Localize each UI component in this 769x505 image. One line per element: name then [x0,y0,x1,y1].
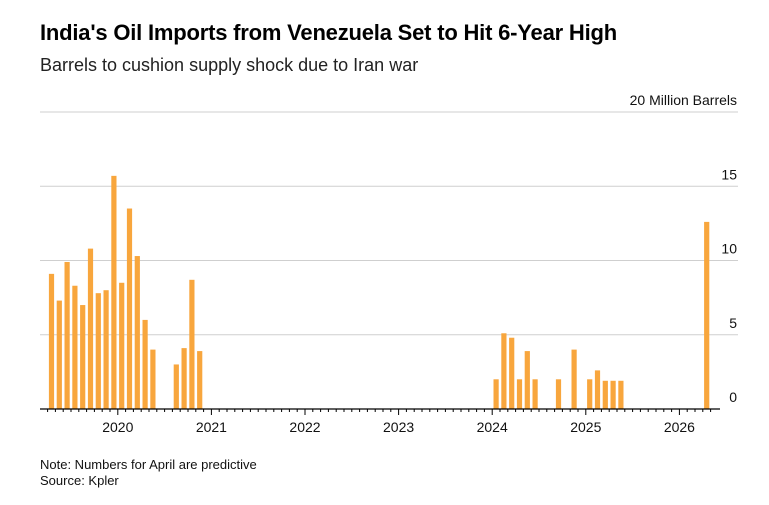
bar-2024-02 [501,333,507,409]
bar-2020-04 [142,319,148,409]
x-tick-label: 2026 [664,419,695,435]
bar-2024-01 [493,379,499,409]
bar-2024-09 [555,379,562,409]
bar-2020-03 [134,256,140,409]
y-tick-label: 20 Million Barrels [630,92,737,108]
bar-2020-11 [197,351,203,409]
bar-2020-01 [119,282,125,409]
bar-2025-05 [618,380,624,409]
bar-chart: 2020 2021 2022 2023 2024 2025 2026 0 5 10 15 20 Mi… [40,92,738,435]
y-axis-labels: 0 5 10 15 20 Million Barrels [630,92,738,405]
y-tick-label: 15 [721,166,737,182]
bar-2019-08 [80,305,86,409]
bar-2019-11 [103,290,109,409]
chart-subtitle: Barrels to cushion supply shock due to I… [40,55,419,75]
bar-2020-05 [150,349,156,409]
footnote: Note: Numbers for April are predictive [40,457,257,472]
bar-2026-04 [704,221,710,409]
bar-2020-09 [181,348,187,409]
bar-2019-06 [64,261,70,409]
bar-series [48,175,710,409]
bar-2019-05 [56,300,62,409]
x-tick-label: 2025 [570,419,601,435]
bar-2024-03 [509,337,515,409]
bar-2024-06 [532,379,538,409]
y-tick-label: 5 [729,315,737,331]
bar-2019-12 [111,175,117,409]
bar-2025-02 [594,370,601,409]
bar-2025-01 [587,379,593,409]
bar-2019-10 [95,293,101,409]
x-tick-label: 2024 [477,419,508,435]
bar-2025-03 [602,380,608,409]
bar-2020-02 [126,208,133,409]
x-tick-label: 2020 [102,419,133,435]
footer: Note: Numbers for April are predictive S… [40,457,257,489]
bar-2019-09 [87,248,94,409]
chart-title: India's Oil Imports from Venezuela Set t… [40,20,617,45]
gridlines [40,111,738,336]
bar-2020-10 [189,279,195,409]
source-note: Source: Kpler [40,473,119,488]
bar-2020-08 [173,364,179,409]
x-tick-label: 2021 [196,419,227,435]
bar-2024-04 [516,379,523,409]
bar-2024-05 [524,351,530,409]
bar-2025-04 [610,380,616,409]
y-tick-label: 10 [721,241,737,257]
x-axis: 2020 2021 2022 2023 2024 2025 2026 [40,408,720,435]
bar-2024-11 [571,349,577,409]
x-tick-label: 2023 [383,419,414,435]
y-tick-label: 0 [729,389,737,405]
bar-2019-04 [48,273,55,409]
x-tick-label: 2022 [289,419,320,435]
bar-2019-07 [72,285,78,409]
